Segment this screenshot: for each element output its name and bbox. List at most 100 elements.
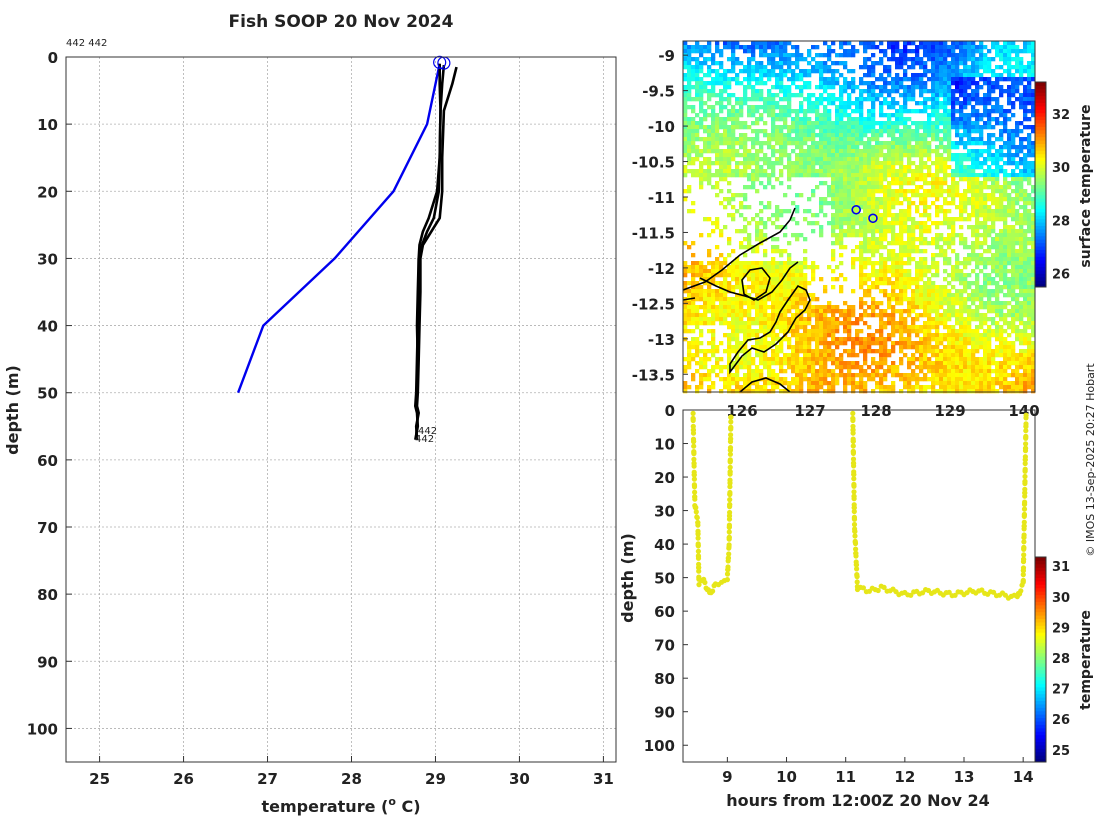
- sst-cell: [935, 345, 940, 350]
- sst-cell: [803, 297, 808, 302]
- sst-cell: [987, 69, 992, 74]
- sst-cell: [771, 353, 776, 358]
- sst-cell: [915, 85, 920, 90]
- sst-cell: [823, 345, 828, 350]
- sst-cell: [919, 249, 924, 254]
- sst-cell: [855, 337, 860, 342]
- sst-cell: [803, 321, 808, 326]
- sst-cell: [779, 317, 784, 322]
- sst-cell: [951, 93, 956, 98]
- sst-cell: [1011, 153, 1016, 158]
- sst-cell: [987, 125, 992, 130]
- sst-cell: [1031, 257, 1036, 262]
- sst-cell: [903, 261, 908, 266]
- sst-cell: [943, 297, 948, 302]
- sst-cell: [927, 321, 932, 326]
- sst-cell: [799, 289, 804, 294]
- sst-cell: [795, 193, 800, 198]
- sst-cell: [871, 177, 876, 182]
- sst-cell: [743, 265, 748, 270]
- sst-cell: [979, 113, 984, 118]
- sst-cell: [899, 257, 904, 262]
- sst-cell: [751, 85, 756, 90]
- sst-cell: [719, 125, 724, 130]
- sst-cell: [907, 129, 912, 134]
- sst-cell: [1015, 249, 1020, 254]
- sst-cell: [891, 125, 896, 130]
- sst-cell: [1019, 161, 1024, 166]
- sst-cell: [795, 233, 800, 238]
- sst-cell: [887, 81, 892, 86]
- sst-cell: [955, 73, 960, 78]
- sst-cell: [947, 157, 952, 162]
- sst-cell: [975, 49, 980, 54]
- sst-cell: [899, 157, 904, 162]
- sst-cell: [727, 149, 732, 154]
- sst-cell: [683, 45, 688, 50]
- sst-cell: [867, 241, 872, 246]
- sst-cell: [739, 153, 744, 158]
- sst-cell: [963, 77, 968, 82]
- sst-cell: [699, 45, 704, 50]
- sst-cell: [1011, 197, 1016, 202]
- sst-cell: [703, 313, 708, 318]
- sst-cell: [811, 313, 816, 318]
- sst-cell: [999, 345, 1004, 350]
- sst-cell: [963, 197, 968, 202]
- sst-cell: [855, 193, 860, 198]
- sst-cell: [979, 117, 984, 122]
- sst-cell: [875, 165, 880, 170]
- sst-cell: [931, 353, 936, 358]
- sst-cell: [803, 309, 808, 314]
- sst-cell: [963, 45, 968, 50]
- sst-cell: [1023, 41, 1028, 46]
- sst-cell: [791, 169, 796, 174]
- sst-cell: [1011, 169, 1016, 174]
- sst-cell: [707, 133, 712, 138]
- sst-cell: [999, 285, 1004, 290]
- sst-cell: [943, 289, 948, 294]
- sst-cell: [991, 69, 996, 74]
- sst-cell: [867, 41, 872, 46]
- sst-cell: [695, 289, 700, 294]
- sst-cell: [959, 61, 964, 66]
- sst-cell: [1031, 321, 1036, 326]
- sst-cell: [979, 137, 984, 142]
- sst-cell: [719, 357, 724, 362]
- sst-cell: [947, 357, 952, 362]
- sst-cell: [759, 277, 764, 282]
- sst-cell: [875, 173, 880, 178]
- sst-cell: [803, 345, 808, 350]
- sst-cell: [787, 125, 792, 130]
- sst-cell: [831, 125, 836, 130]
- sst-cell: [883, 341, 888, 346]
- sst-cell: [835, 225, 840, 230]
- sst-cell: [999, 341, 1004, 346]
- sst-cell: [683, 133, 688, 138]
- sst-cell: [855, 85, 860, 90]
- sst-cell: [851, 89, 856, 94]
- sst-cell: [699, 53, 704, 58]
- sst-cell: [919, 149, 924, 154]
- sst-cell: [995, 121, 1000, 126]
- sst-cell: [759, 53, 764, 58]
- sst-cell: [815, 109, 820, 114]
- sst-cell: [943, 125, 948, 130]
- sst-cell: [751, 161, 756, 166]
- sst-cell: [783, 297, 788, 302]
- sst-cell: [999, 93, 1004, 98]
- sst-cell: [935, 205, 940, 210]
- sst-cell: [855, 125, 860, 130]
- sst-cell: [899, 117, 904, 122]
- sst-cell: [747, 125, 752, 130]
- sst-cell: [851, 225, 856, 230]
- sst-cell: [1019, 173, 1024, 178]
- sst-cell: [879, 141, 884, 146]
- sst-cell: [1023, 353, 1028, 358]
- sst-cell: [1011, 225, 1016, 230]
- sst-cell: [1007, 233, 1012, 238]
- sst-cell: [683, 65, 688, 70]
- sst-cell: [1007, 141, 1012, 146]
- sst-cell: [719, 137, 724, 142]
- sst-cell: [791, 277, 796, 282]
